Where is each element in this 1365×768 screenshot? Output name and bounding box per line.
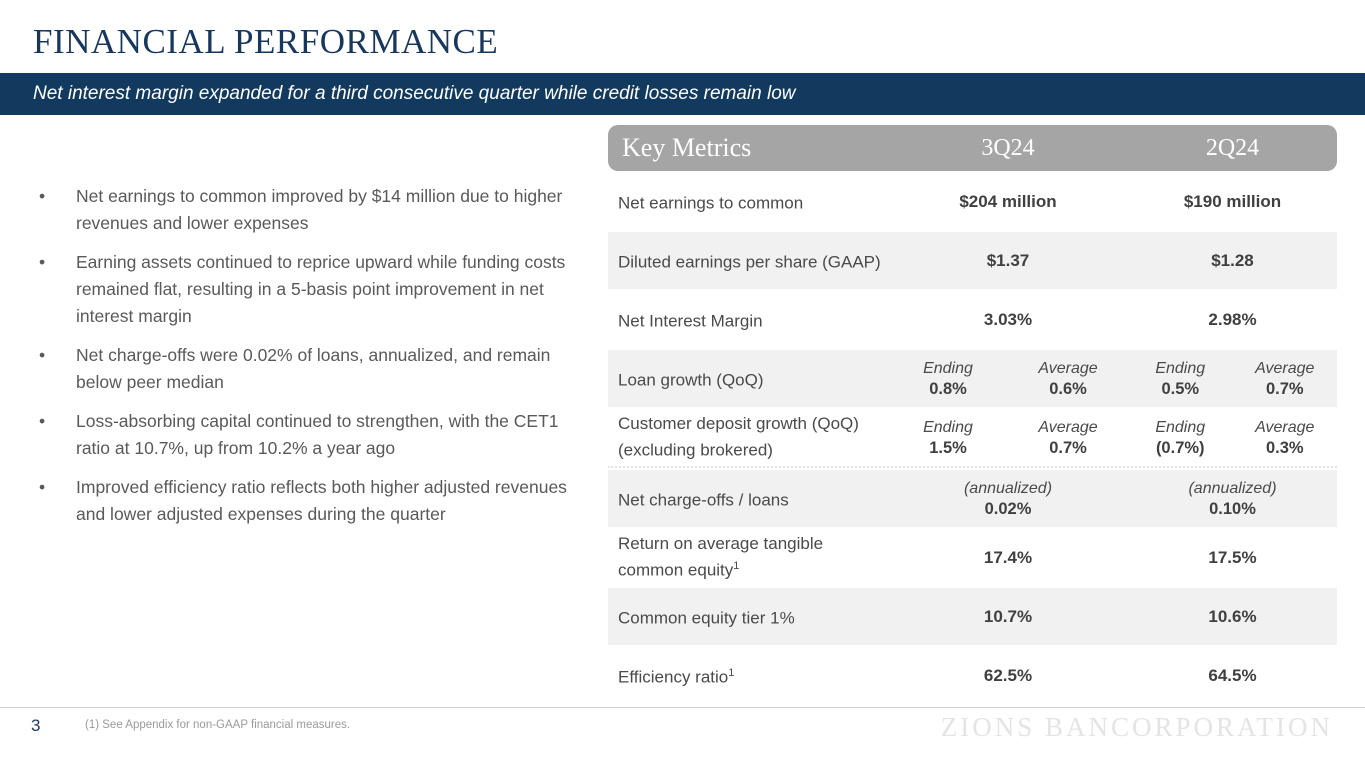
bullet-item: Net charge-offs were 0.02% of loans, ann… <box>33 342 585 396</box>
metric-value-3q24: $204 million <box>959 191 1057 211</box>
metric-label: Net Interest Margin <box>618 311 763 331</box>
bullet-list: Net earnings to common improved by $14 m… <box>33 183 585 540</box>
table-row: Loan growth (QoQ) Ending 0.8% Average 0.6%… <box>608 350 1337 407</box>
metric-value-3q24: $1.37 <box>986 250 1030 270</box>
metric-value-3q24: 3.03% <box>983 309 1033 329</box>
footer-divider <box>0 707 1365 708</box>
table-row: Net charge-offs / loans (annualized) 0.02… <box>608 470 1337 527</box>
page-number: 3 <box>31 716 41 735</box>
table-row: Net Interest Margin 3.03% 2.98% <box>608 291 1337 348</box>
table-row: Diluted earnings per share (GAAP) $1.37 … <box>608 232 1337 289</box>
page-title: FINANCIAL PERFORMANCE <box>33 22 499 61</box>
metric-value-2q24: (annualized) 0.10% <box>1188 479 1277 518</box>
metric-label: Net charge-offs / loans <box>618 490 789 510</box>
key-metrics-table: Key Metrics 3Q24 2Q24 Net earnings to co… <box>608 125 1337 706</box>
subvalue-average: Average 0.3% <box>1255 418 1315 457</box>
metric-label: Common equity tier 1% <box>618 608 795 628</box>
table-title: Key Metrics <box>622 133 752 162</box>
metric-value-2q24: Ending (0.7%) Average 0.3% <box>1128 417 1337 459</box>
column-header-3q24: 3Q24 <box>981 134 1035 161</box>
metric-value-2q24: 17.5% <box>1208 547 1257 567</box>
metric-label: Efficiency ratio1 <box>618 667 735 687</box>
metric-value-2q24: Ending 0.5% Average 0.7% <box>1128 358 1337 400</box>
column-header-2q24: 2Q24 <box>1205 134 1260 161</box>
metric-value-3q24: Ending 1.5% Average 0.7% <box>888 417 1128 459</box>
metric-value-3q24: (annualized) 0.02% <box>963 479 1053 518</box>
company-logo-watermark: ZIONS BANCORPORATION <box>940 712 1333 742</box>
table-row: Net earnings to common $204 million $190… <box>608 173 1337 230</box>
metric-value-2q24: $1.28 <box>1211 250 1254 270</box>
subtitle-banner: Net interest margin expanded for a third… <box>0 73 1365 115</box>
subvalue-ending: Ending 1.5% <box>923 418 973 457</box>
metric-label: Loan growth (QoQ) <box>618 370 764 390</box>
subvalue-ending: Ending (0.7%) <box>1155 418 1206 457</box>
subvalue-ending: Ending 0.5% <box>1155 359 1206 398</box>
metric-label: Return on average tangible common equity… <box>618 534 824 580</box>
metric-value-2q24: 10.6% <box>1208 606 1257 626</box>
metric-label: Net earnings to common <box>618 193 804 213</box>
subvalue-ending: Ending 0.8% <box>923 359 973 398</box>
metric-label: Customer deposit growth (QoQ) (excluding… <box>618 414 859 460</box>
metric-value-2q24: 2.98% <box>1208 309 1257 329</box>
subvalue-average: Average 0.6% <box>1038 359 1098 398</box>
table-header: Key Metrics 3Q24 2Q24 <box>608 125 1337 171</box>
table-row: Efficiency ratio1 62.5% 64.5% <box>608 647 1337 704</box>
metric-value-2q24: $190 million <box>1183 191 1282 211</box>
metric-value-3q24: Ending 0.8% Average 0.6% <box>888 358 1128 400</box>
table-row: Customer deposit growth (QoQ) (excluding… <box>608 409 1337 468</box>
metric-label: Diluted earnings per share (GAAP) <box>618 252 881 272</box>
metric-value-3q24: 10.7% <box>983 606 1033 626</box>
footnote: (1) See Appendix for non-GAAP financial … <box>85 719 351 731</box>
subtitle-text: Net interest margin expanded for a third… <box>33 83 796 104</box>
metric-value-2q24: 64.5% <box>1208 665 1257 685</box>
metric-value-3q24: 17.4% <box>983 547 1033 567</box>
bullet-item: Improved efficiency ratio reflects both … <box>33 474 585 528</box>
bullet-item: Earning assets continued to reprice upwa… <box>33 249 585 330</box>
metric-value-3q24: 62.5% <box>983 665 1033 685</box>
subvalue-average: Average 0.7% <box>1255 359 1315 398</box>
bullet-item: Loss-absorbing capital continued to stre… <box>33 408 585 462</box>
table-row: Common equity tier 1% 10.7% 10.6% <box>608 588 1337 645</box>
table-row: Return on average tangible common equity… <box>608 529 1337 586</box>
bullet-item: Net earnings to common improved by $14 m… <box>33 183 585 237</box>
subvalue-average: Average 0.7% <box>1038 418 1098 457</box>
